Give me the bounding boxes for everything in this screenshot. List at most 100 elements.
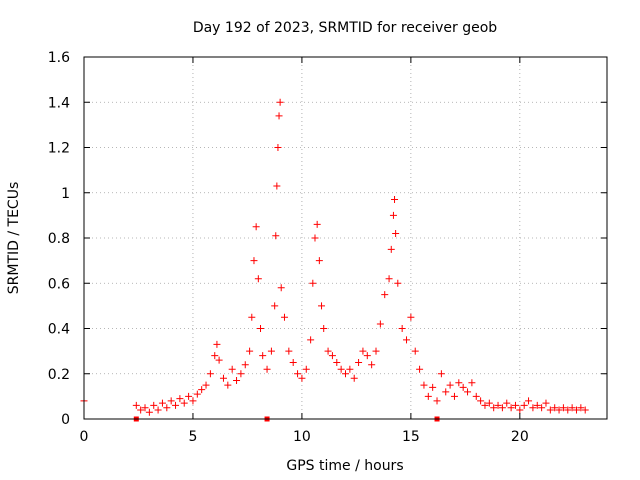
data-point bbox=[337, 365, 345, 373]
x-tick-label: 10 bbox=[293, 429, 311, 445]
data-point bbox=[442, 388, 450, 396]
chart-title: Day 192 of 2023, SRMTID for receiver geo… bbox=[193, 20, 497, 36]
data-point bbox=[387, 245, 395, 253]
data-point bbox=[172, 401, 180, 409]
data-point bbox=[407, 313, 415, 321]
data-point bbox=[551, 404, 559, 412]
data-point bbox=[145, 408, 153, 416]
data-point bbox=[485, 399, 493, 407]
data-point bbox=[132, 401, 140, 409]
data-point bbox=[424, 392, 432, 400]
y-tick-label: 0.8 bbox=[48, 231, 70, 247]
y-tick-label: 0.2 bbox=[48, 367, 70, 383]
data-point bbox=[257, 325, 265, 332]
data-point bbox=[328, 352, 336, 360]
data-point bbox=[215, 356, 223, 364]
data-point bbox=[555, 406, 563, 414]
data-point bbox=[154, 406, 162, 414]
data-point bbox=[490, 404, 498, 412]
data-point bbox=[250, 257, 258, 265]
data-point bbox=[206, 370, 214, 378]
data-point bbox=[213, 340, 221, 348]
data-point bbox=[420, 381, 428, 389]
grid bbox=[84, 57, 607, 419]
data-point bbox=[481, 401, 489, 409]
data-point bbox=[385, 275, 393, 283]
data-point bbox=[193, 390, 201, 398]
y-tick-label: 1.2 bbox=[48, 141, 70, 157]
data-point bbox=[350, 374, 358, 382]
data-point bbox=[272, 232, 280, 240]
y-axis-label: SRMTID / TECUs bbox=[6, 182, 22, 295]
x-tick-label: 15 bbox=[402, 429, 420, 445]
data-point bbox=[394, 279, 402, 287]
data-point bbox=[363, 352, 371, 360]
y-tick-label: 0.4 bbox=[48, 322, 70, 338]
data-point bbox=[273, 182, 281, 190]
data-point bbox=[464, 388, 472, 396]
y-tick-label: 1.6 bbox=[48, 50, 70, 66]
data-point bbox=[259, 352, 267, 360]
data-point bbox=[275, 112, 283, 120]
data-point bbox=[158, 399, 166, 407]
data-point bbox=[342, 370, 349, 378]
data-point bbox=[302, 365, 310, 373]
data-point bbox=[455, 379, 463, 387]
data-point bbox=[446, 381, 454, 389]
data-point bbox=[416, 365, 424, 373]
data-point bbox=[211, 352, 219, 360]
y-tick-label: 1.4 bbox=[48, 95, 70, 111]
data-point bbox=[542, 399, 550, 407]
y-tick-label: 1 bbox=[61, 186, 70, 202]
data-point bbox=[274, 144, 282, 151]
data-point bbox=[252, 223, 260, 231]
data-point bbox=[267, 347, 275, 355]
data-point bbox=[392, 229, 400, 237]
data-point bbox=[333, 358, 341, 366]
data-point bbox=[525, 397, 533, 405]
data-point bbox=[520, 401, 528, 409]
data-point bbox=[219, 374, 227, 382]
data-point bbox=[241, 361, 249, 369]
axis-ticks: 0 5 10 15 20 0 0.2 0.4 0.6 0.8 1 1.2 1.4 1.6 bbox=[48, 50, 607, 445]
data-point bbox=[359, 347, 367, 355]
data-point bbox=[381, 291, 389, 299]
data-point bbox=[271, 302, 279, 310]
data-point bbox=[254, 275, 262, 283]
data-point bbox=[320, 325, 328, 332]
data-point bbox=[459, 383, 467, 391]
data-point bbox=[137, 406, 145, 414]
data-point bbox=[276, 98, 284, 106]
data-point bbox=[498, 404, 506, 412]
data-point bbox=[564, 406, 572, 414]
data-point bbox=[477, 397, 485, 405]
data-point bbox=[581, 406, 589, 414]
data-point bbox=[324, 347, 332, 355]
data-point bbox=[391, 196, 399, 204]
x-axis-label: GPS time / hours bbox=[286, 458, 403, 474]
data-point bbox=[309, 279, 317, 287]
y-tick-label: 0.6 bbox=[48, 276, 70, 292]
data-point bbox=[468, 379, 476, 387]
data-point bbox=[433, 397, 441, 405]
data-point bbox=[437, 370, 445, 378]
data-point bbox=[224, 381, 232, 389]
data-point bbox=[403, 336, 411, 344]
data-point bbox=[285, 347, 293, 355]
data-point bbox=[355, 358, 363, 366]
data-point bbox=[516, 406, 524, 414]
x-tick-label: 20 bbox=[511, 429, 529, 445]
data-point bbox=[313, 220, 321, 228]
y-tick-label: 0 bbox=[61, 412, 70, 428]
data-point bbox=[503, 399, 511, 407]
data-point bbox=[507, 404, 515, 412]
data-point bbox=[150, 401, 158, 409]
data-point bbox=[189, 397, 197, 405]
data-point bbox=[180, 399, 188, 407]
data-point bbox=[277, 284, 285, 292]
data-point bbox=[233, 377, 241, 385]
data-point bbox=[263, 365, 271, 373]
data-point bbox=[429, 383, 437, 391]
data-point bbox=[167, 397, 175, 405]
